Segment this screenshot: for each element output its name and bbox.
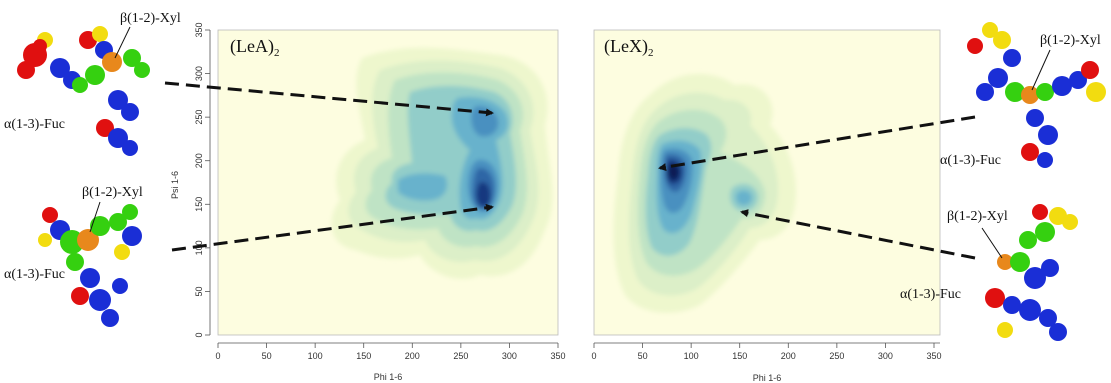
lex-x-axis: 0 50 100 150 200 250 300 350 Phi 1-6 [591,342,942,383]
label-fuc-bottom-right: α(1-3)-Fuc [900,287,961,302]
lex-xtick-label: 300 [878,351,893,361]
lea-xtick-label: 200 [405,351,420,361]
lea-ytick-label: 250 [194,110,204,125]
lea-xtick-label: 50 [262,351,272,361]
label-xyl-bottom-right: β(1-2)-Xyl [947,209,1008,224]
label-xyl-top-left: β(1-2)-Xyl [120,11,181,26]
lea-ytick-label: 50 [194,286,204,296]
molecule-bottom-right [985,204,1078,341]
leader-xyl-bottom-left [89,201,101,233]
lea-panel-title: (LeA)2 [230,36,279,59]
label-xyl-bottom-left: β(1-2)-Xyl [82,185,143,200]
dashed-arrows [164,81,976,260]
label-xyl-top-right: β(1-2)-Xyl [1040,33,1101,48]
lex-density-contours [613,73,796,313]
lea-xtick-label: 100 [308,351,323,361]
leader-xyl-top-left [114,26,131,59]
contour-level-9 [668,163,679,180]
leader-xyl-top-right [1031,49,1051,91]
label-fuc-top-left: α(1-3)-Fuc [4,117,65,132]
lea-ytick-label: 150 [194,197,204,212]
lex-xlabel: Phi 1-6 [753,373,782,383]
arrow-bottom-right [740,209,976,260]
lex-xtick-label: 100 [684,351,699,361]
contour-level-8 [476,182,491,207]
lex-xtick-label: 200 [781,351,796,361]
lea-ytick-label: 200 [194,153,204,168]
lex-xtick-label: 0 [591,351,596,361]
molecule-bottom-left [38,204,142,327]
lex-xtick-label: 350 [926,351,941,361]
lea-density-contours [331,47,553,279]
lea-xtick-label: 150 [356,351,371,361]
lea-ytick-label: 350 [194,22,204,37]
lea-panel: 0 50 100 150 200 250 300 350 Psi 1-6 0 50 100 150 2… [170,22,566,382]
lea-ytick-label: 300 [194,66,204,81]
lea-ytick-label: 0 [194,332,204,337]
lea-xtick-label: 0 [215,351,220,361]
molecule-top-right [967,22,1106,168]
lea-xtick-label: 300 [502,351,517,361]
lex-xtick-label: 50 [638,351,648,361]
lex-xtick-label: 150 [732,351,747,361]
arrow-top-left [164,81,494,117]
label-fuc-top-right: α(1-3)-Fuc [940,153,1001,168]
lea-ylabel: Psi 1-6 [170,171,180,199]
lea-xtick-label: 350 [550,351,565,361]
lex-panel: 0 50 100 150 200 250 300 350 Phi 1-6 (LeX)2 [591,29,942,383]
arrow-top-right [658,115,976,171]
label-fuc-bottom-left: α(1-3)-Fuc [4,267,65,282]
lea-xlabel: Phi 1-6 [374,372,403,382]
arrow-bottom-left [171,203,494,252]
lex-xtick-label: 250 [829,351,844,361]
leader-xyl-bottom-right [981,227,1003,259]
lea-x-axis: 0 50 100 150 200 250 300 350 Phi 1-6 [215,342,566,382]
lea-xtick-label: 250 [453,351,468,361]
molecule-top-left [17,26,150,156]
lex-panel-title: (LeX)2 [604,36,653,59]
